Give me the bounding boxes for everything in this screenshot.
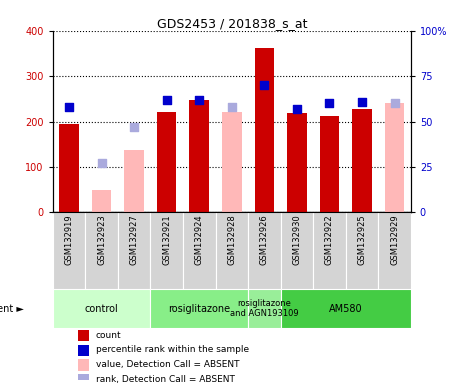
Bar bbox=[313, 212, 346, 289]
Point bbox=[98, 160, 105, 166]
Text: agent ►: agent ► bbox=[0, 303, 24, 313]
Bar bbox=[53, 289, 151, 328]
Bar bbox=[183, 212, 216, 289]
Text: count: count bbox=[96, 331, 121, 339]
Text: GSM132921: GSM132921 bbox=[162, 215, 171, 265]
Bar bbox=[78, 374, 89, 384]
Point bbox=[65, 104, 73, 110]
Text: GSM132922: GSM132922 bbox=[325, 215, 334, 265]
Bar bbox=[280, 212, 313, 289]
Bar bbox=[222, 113, 241, 212]
Bar bbox=[255, 48, 274, 212]
Text: GSM132925: GSM132925 bbox=[358, 215, 366, 265]
Bar bbox=[78, 330, 89, 341]
Bar bbox=[287, 113, 307, 212]
Bar bbox=[248, 289, 280, 328]
Text: rosiglitazone: rosiglitazone bbox=[168, 303, 230, 313]
Text: value, Detection Call = ABSENT: value, Detection Call = ABSENT bbox=[96, 360, 239, 369]
Point bbox=[261, 82, 268, 88]
Bar bbox=[78, 359, 89, 371]
Text: GSM132923: GSM132923 bbox=[97, 215, 106, 265]
Bar bbox=[216, 212, 248, 289]
Point bbox=[391, 100, 398, 106]
Bar bbox=[248, 212, 280, 289]
Point bbox=[196, 97, 203, 103]
Bar bbox=[92, 190, 112, 212]
Bar bbox=[78, 344, 89, 356]
Bar bbox=[85, 212, 118, 289]
Bar bbox=[124, 150, 144, 212]
Text: rosiglitazone
and AGN193109: rosiglitazone and AGN193109 bbox=[230, 299, 299, 318]
Title: GDS2453 / 201838_s_at: GDS2453 / 201838_s_at bbox=[157, 17, 307, 30]
Text: AM580: AM580 bbox=[329, 303, 363, 313]
Bar bbox=[157, 112, 176, 212]
Point bbox=[228, 104, 235, 110]
Text: GSM132929: GSM132929 bbox=[390, 215, 399, 265]
Text: control: control bbox=[85, 303, 118, 313]
Text: GSM132930: GSM132930 bbox=[292, 215, 302, 265]
Bar bbox=[190, 100, 209, 212]
Bar bbox=[346, 212, 378, 289]
Bar bbox=[53, 212, 85, 289]
Bar bbox=[352, 109, 372, 212]
Point bbox=[293, 106, 301, 112]
Text: percentile rank within the sample: percentile rank within the sample bbox=[96, 345, 249, 354]
Bar bbox=[151, 212, 183, 289]
Point bbox=[358, 99, 366, 105]
Point bbox=[130, 124, 138, 130]
Text: rank, Detection Call = ABSENT: rank, Detection Call = ABSENT bbox=[96, 375, 235, 384]
Bar bbox=[118, 212, 151, 289]
Bar bbox=[151, 289, 248, 328]
Bar bbox=[280, 289, 411, 328]
Text: GSM132919: GSM132919 bbox=[65, 215, 73, 265]
Point bbox=[163, 97, 170, 103]
Bar bbox=[385, 103, 404, 212]
Text: GSM132928: GSM132928 bbox=[227, 215, 236, 265]
Text: GSM132924: GSM132924 bbox=[195, 215, 204, 265]
Bar bbox=[378, 212, 411, 289]
Text: GSM132926: GSM132926 bbox=[260, 215, 269, 265]
Bar bbox=[59, 124, 79, 212]
Point bbox=[326, 100, 333, 106]
Bar bbox=[319, 116, 339, 212]
Text: GSM132927: GSM132927 bbox=[129, 215, 139, 265]
